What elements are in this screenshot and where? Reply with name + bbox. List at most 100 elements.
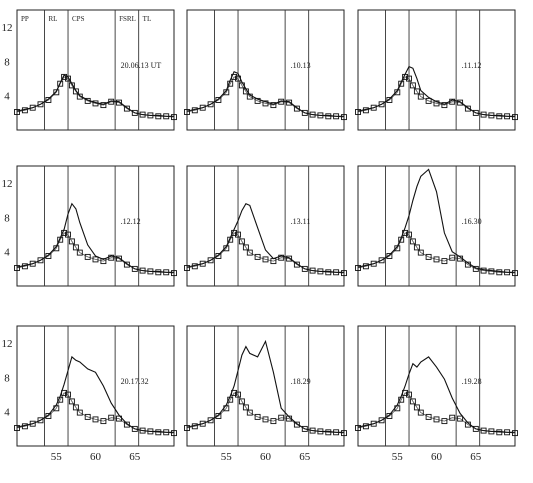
model-point bbox=[293, 105, 300, 112]
panel-label: .19.28 bbox=[462, 377, 482, 386]
x-tick-label: 65 bbox=[470, 451, 482, 463]
panel-label: .18.29 bbox=[291, 377, 311, 386]
model-point bbox=[512, 430, 518, 437]
y-tick-label: 8 bbox=[4, 212, 10, 224]
model-point bbox=[139, 267, 146, 274]
model-point bbox=[370, 420, 377, 427]
model-point bbox=[139, 111, 146, 118]
model-point bbox=[53, 405, 60, 412]
model-series-line bbox=[357, 392, 516, 434]
model-point bbox=[163, 269, 170, 276]
model-point bbox=[409, 82, 416, 89]
model-point bbox=[278, 254, 285, 261]
model-point bbox=[425, 97, 432, 104]
model-series-line bbox=[186, 392, 345, 434]
model-point bbox=[61, 389, 68, 396]
model-point bbox=[155, 269, 162, 276]
panel-frame bbox=[16, 325, 175, 447]
model-point bbox=[108, 414, 115, 421]
model-point bbox=[61, 73, 68, 80]
model-point bbox=[131, 109, 138, 116]
x-tick-label: 55 bbox=[221, 451, 233, 463]
y-tick-label: 8 bbox=[4, 56, 10, 68]
panel-frame bbox=[186, 325, 345, 447]
model-point bbox=[362, 107, 369, 114]
panel-6: .16.30 bbox=[355, 165, 518, 287]
model-point bbox=[480, 267, 487, 274]
model-point bbox=[394, 89, 401, 96]
model-point bbox=[496, 429, 503, 436]
model-point bbox=[21, 107, 28, 114]
model-point bbox=[504, 269, 511, 276]
model-point bbox=[286, 415, 293, 422]
model-point bbox=[370, 104, 377, 111]
model-point bbox=[309, 427, 316, 434]
model-point bbox=[464, 105, 471, 112]
model-point bbox=[29, 420, 36, 427]
model-point bbox=[417, 249, 424, 256]
model-point bbox=[21, 263, 28, 270]
model-point bbox=[417, 409, 424, 416]
model-point bbox=[333, 429, 340, 436]
model-point bbox=[301, 425, 308, 432]
model-point bbox=[301, 109, 308, 116]
model-point bbox=[123, 261, 130, 268]
model-point bbox=[238, 398, 245, 405]
panel-label: .11.12 bbox=[462, 61, 482, 70]
observed-series-line bbox=[357, 65, 515, 117]
model-point bbox=[317, 112, 324, 119]
model-point bbox=[325, 113, 332, 120]
model-point bbox=[163, 113, 170, 120]
x-tick-label: 60 bbox=[431, 451, 443, 463]
model-point bbox=[155, 113, 162, 120]
model-point bbox=[406, 391, 412, 398]
model-point bbox=[29, 260, 36, 267]
model-series-line bbox=[16, 76, 175, 118]
model-point bbox=[37, 101, 44, 108]
model-point bbox=[413, 88, 420, 95]
model-point bbox=[242, 244, 249, 251]
panel-frame bbox=[16, 9, 175, 131]
model-point bbox=[449, 414, 456, 421]
panel-9: .19.28 55 60 65 bbox=[355, 325, 518, 463]
model-point bbox=[100, 418, 107, 425]
model-point bbox=[398, 80, 405, 87]
model-point bbox=[147, 112, 154, 119]
model-point bbox=[402, 73, 409, 80]
model-point bbox=[147, 428, 154, 435]
model-point bbox=[254, 97, 261, 104]
model-point bbox=[92, 416, 99, 423]
model-point bbox=[191, 263, 198, 270]
model-point bbox=[341, 430, 347, 437]
model-point bbox=[131, 265, 138, 272]
model-point bbox=[57, 396, 64, 403]
model-point bbox=[496, 113, 503, 120]
model-point bbox=[301, 265, 308, 272]
model-point bbox=[21, 423, 28, 430]
model-point bbox=[84, 413, 91, 420]
model-point bbox=[131, 425, 138, 432]
zone-label: TL bbox=[143, 15, 152, 23]
model-point bbox=[116, 255, 122, 262]
model-point bbox=[309, 267, 316, 274]
observed-series-line bbox=[16, 355, 174, 433]
model-point bbox=[108, 98, 115, 105]
model-point bbox=[472, 425, 479, 432]
model-point bbox=[53, 89, 60, 96]
panel-frame bbox=[186, 9, 345, 131]
model-point bbox=[207, 257, 214, 264]
model-point bbox=[398, 396, 405, 403]
model-point bbox=[464, 261, 471, 268]
model-point bbox=[325, 429, 332, 436]
model-point bbox=[378, 417, 385, 424]
observed-series-line bbox=[357, 356, 515, 433]
model-point bbox=[171, 114, 177, 121]
model-point bbox=[441, 418, 448, 425]
model-point bbox=[223, 89, 230, 96]
model-point bbox=[14, 109, 20, 115]
model-point bbox=[72, 404, 79, 411]
x-tick-label: 55 bbox=[392, 451, 404, 463]
model-point bbox=[171, 430, 177, 437]
model-point bbox=[496, 269, 503, 276]
model-point bbox=[488, 428, 495, 435]
